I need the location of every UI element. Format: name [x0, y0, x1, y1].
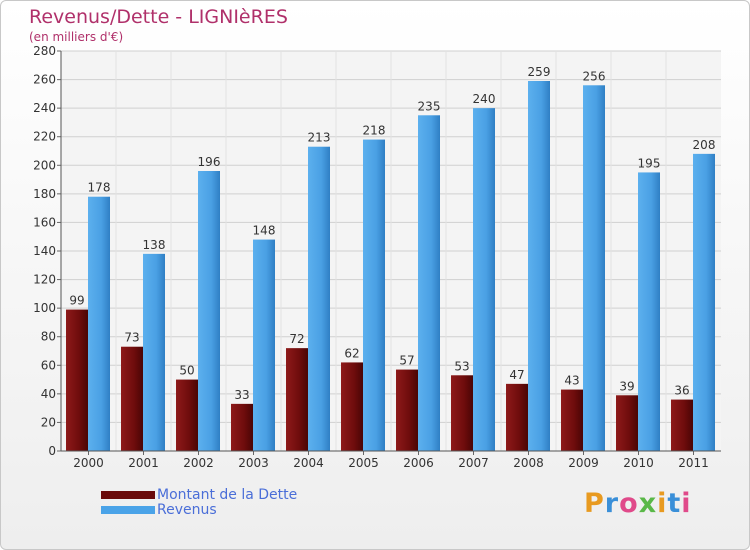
- data-label-revenus: 138: [143, 238, 166, 252]
- y-tick-label: 60: [41, 358, 56, 372]
- x-tick-label: 2000: [73, 456, 104, 470]
- legend-swatch-dette: [101, 490, 155, 499]
- data-label-dette: 72: [289, 332, 304, 346]
- x-tick-label: 2004: [293, 456, 324, 470]
- data-label-dette: 47: [509, 368, 524, 382]
- data-label-dette: 57: [399, 354, 414, 368]
- x-tick-label: 2010: [623, 456, 654, 470]
- y-tick-label: 280: [33, 44, 56, 58]
- y-tick-label: 220: [33, 130, 56, 144]
- data-label-revenus: 213: [308, 131, 331, 145]
- y-tick-label: 240: [33, 101, 56, 115]
- legend: Montant de la Dette Revenus: [101, 486, 298, 518]
- y-tick-label: 40: [41, 387, 56, 401]
- bar-dette: [286, 348, 308, 451]
- bar-revenus: [583, 85, 605, 452]
- bar-dette: [451, 375, 473, 451]
- data-label-dette: 99: [69, 294, 84, 308]
- data-label-revenus: 178: [88, 181, 111, 195]
- x-tick-label: 2009: [568, 456, 599, 470]
- data-label-dette: 36: [674, 384, 689, 398]
- data-label-revenus: 208: [693, 138, 716, 152]
- data-label-dette: 33: [234, 388, 249, 402]
- chart-title: Revenus/Dette - LIGNIèRES: [29, 6, 288, 28]
- x-tick-label: 2005: [348, 456, 379, 470]
- bar-dette: [121, 346, 143, 451]
- data-label-revenus: 196: [198, 155, 221, 169]
- bar-revenus: [638, 172, 660, 451]
- legend-item-dette: Montant de la Dette: [101, 486, 298, 503]
- y-tick-label: 260: [33, 73, 56, 87]
- logo-letter: r: [604, 488, 620, 519]
- proxiti-logo: Proxiti: [584, 488, 692, 519]
- bar-dette: [176, 379, 198, 451]
- data-label-revenus: 148: [253, 224, 276, 238]
- legend-label-dette: Montant de la Dette: [157, 486, 298, 503]
- data-label-revenus: 235: [418, 99, 441, 113]
- bar-revenus: [88, 196, 110, 451]
- x-tick-label: 2006: [403, 456, 434, 470]
- bar-revenus: [473, 108, 495, 452]
- y-tick-label: 140: [33, 244, 56, 258]
- legend-item-revenus: Revenus: [101, 501, 297, 518]
- bar-revenus: [143, 253, 165, 451]
- data-label-dette: 43: [564, 374, 579, 388]
- data-label-revenus: 195: [638, 156, 661, 170]
- data-label-revenus: 218: [363, 124, 386, 138]
- x-tick-label: 2001: [128, 456, 159, 470]
- data-label-revenus: 240: [473, 92, 496, 106]
- data-label-dette: 73: [124, 331, 139, 345]
- data-label-revenus: 259: [528, 65, 551, 79]
- bar-dette: [231, 403, 253, 451]
- y-tick-label: 0: [48, 444, 56, 458]
- logo-letter: i: [657, 488, 668, 519]
- legend-label-revenus: Revenus: [157, 501, 217, 518]
- bar-revenus: [693, 153, 715, 451]
- bar-dette: [671, 399, 693, 451]
- data-label-dette: 50: [179, 364, 194, 378]
- y-tick-label: 20: [41, 415, 56, 429]
- bar-dette: [396, 369, 418, 451]
- bar-revenus: [418, 115, 440, 452]
- bar-dette: [66, 309, 88, 451]
- chart-subtitle: (en milliers d'€): [29, 30, 124, 44]
- bar-revenus: [198, 171, 220, 451]
- y-tick-label: 200: [33, 158, 56, 172]
- logo-letter: P: [584, 488, 605, 519]
- bar-dette: [506, 383, 528, 451]
- legend-swatch-revenus: [101, 505, 155, 514]
- y-tick-label: 180: [33, 187, 56, 201]
- bar-dette: [561, 389, 583, 451]
- bar-revenus: [253, 239, 275, 451]
- y-tick-label: 80: [41, 330, 56, 344]
- bar-revenus: [308, 146, 330, 451]
- y-tick-label: 120: [33, 273, 56, 287]
- x-tick-label: 2003: [238, 456, 269, 470]
- x-tick-label: 2011: [678, 456, 709, 470]
- bar-revenus: [363, 139, 385, 452]
- data-label-dette: 39: [619, 379, 634, 393]
- y-tick-label: 100: [33, 301, 56, 315]
- x-tick-label: 2002: [183, 456, 214, 470]
- data-label-revenus: 256: [583, 69, 606, 83]
- bar-revenus: [528, 81, 550, 451]
- y-tick-label: 160: [33, 215, 56, 229]
- logo-letter: o: [619, 488, 639, 519]
- bar-dette: [616, 395, 638, 451]
- data-label-dette: 53: [454, 359, 469, 373]
- bar-dette: [341, 362, 363, 451]
- data-label-dette: 62: [344, 346, 359, 360]
- x-tick-label: 2007: [458, 456, 489, 470]
- x-tick-label: 2008: [513, 456, 544, 470]
- logo-letter: t: [667, 488, 682, 519]
- logo-letter: x: [638, 488, 658, 519]
- logo-letter: i: [681, 488, 692, 519]
